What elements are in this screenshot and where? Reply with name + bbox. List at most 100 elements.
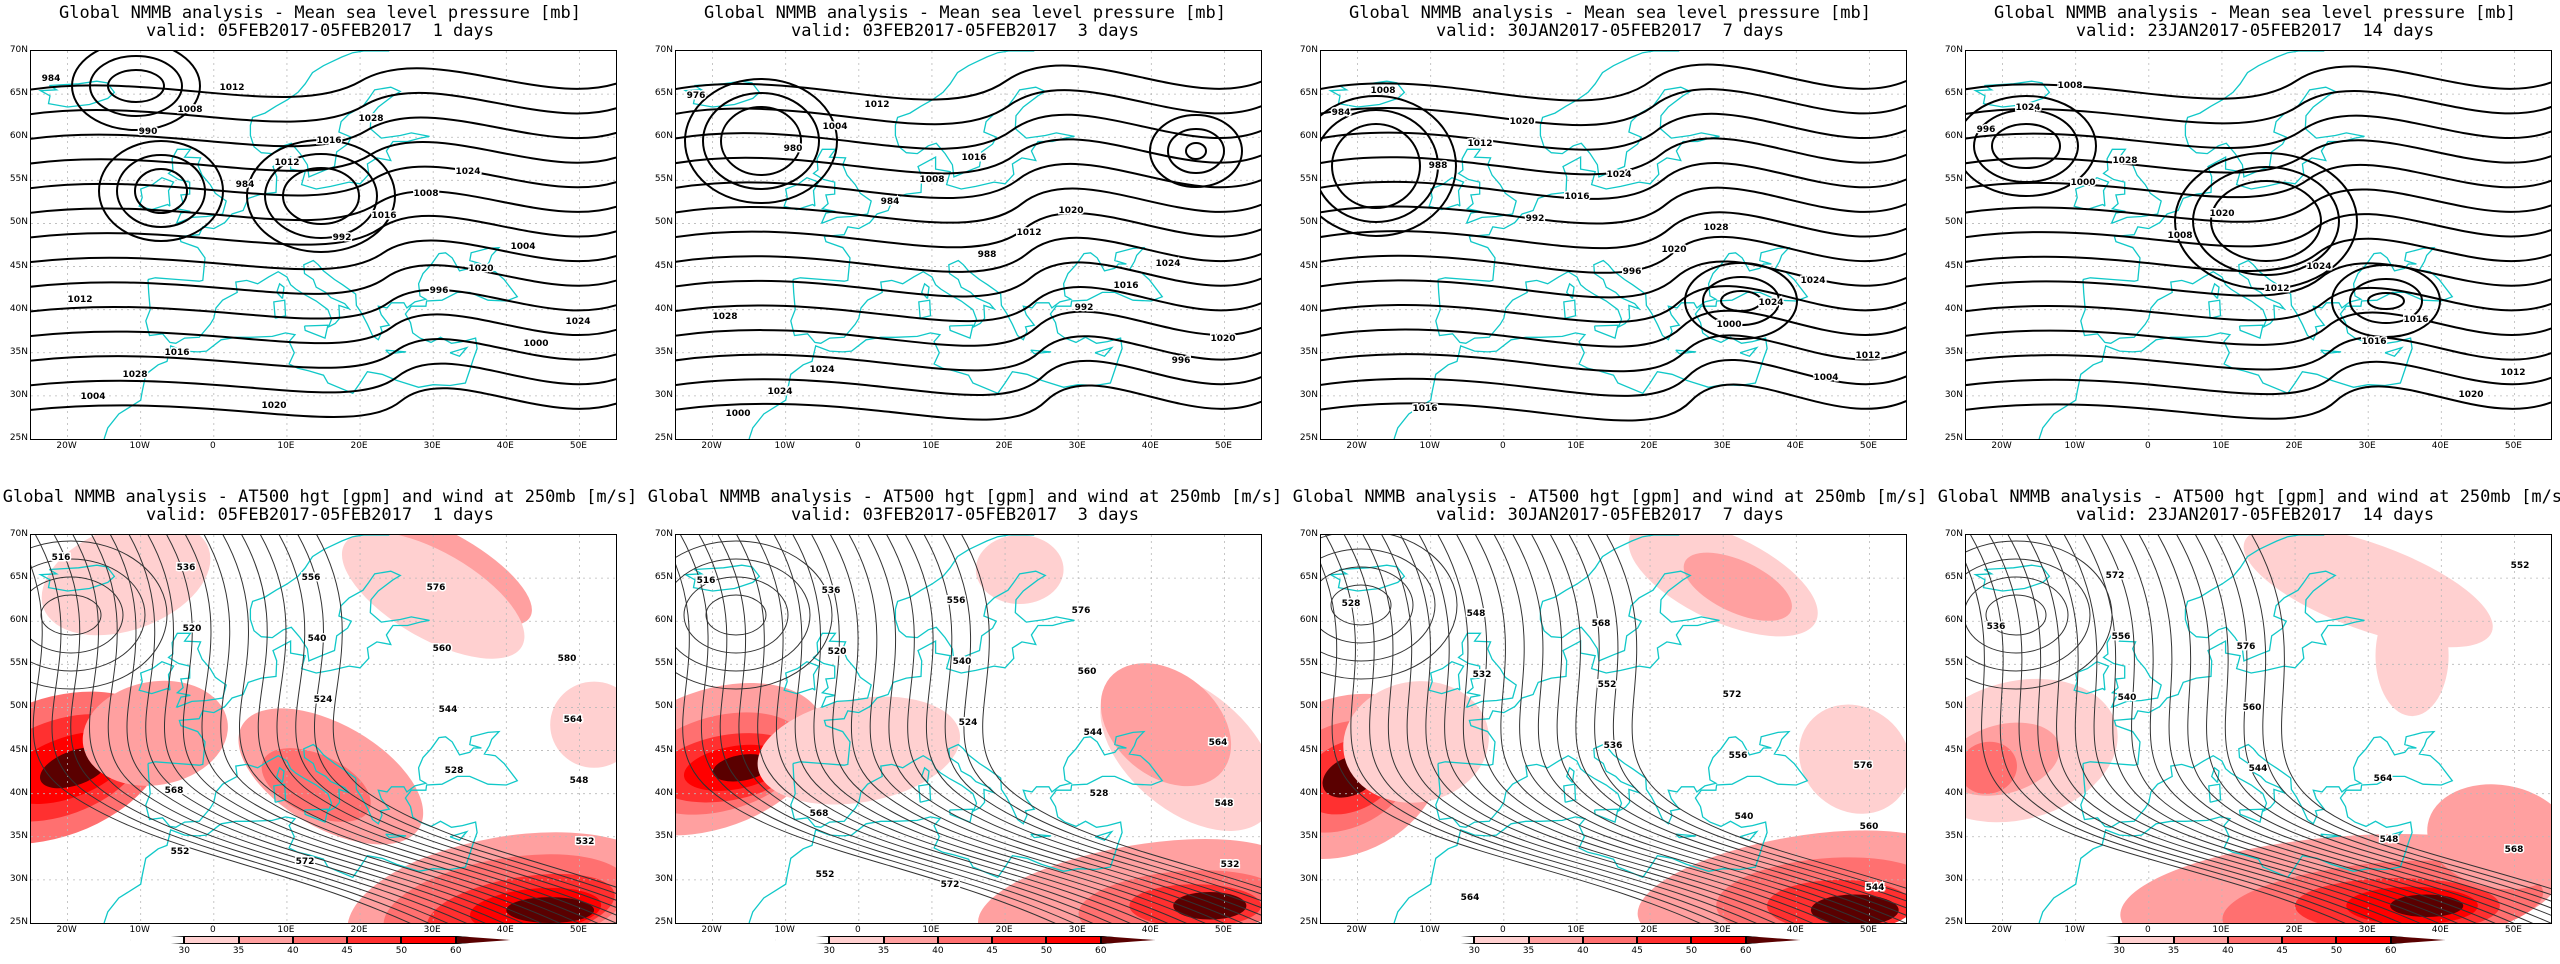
lat-tick-label: 55N: [1299, 658, 1318, 669]
height-contour: [72, 535, 468, 923]
lat-tick-label: 65N: [654, 88, 673, 99]
height-contour: [867, 535, 1261, 923]
contour-label: 1016: [2403, 315, 2428, 325]
mslp-panel: Global NMMB analysis - Mean sea level pr…: [1935, 0, 2560, 480]
height-contour: [297, 535, 616, 894]
contour-label: 1012: [219, 83, 244, 93]
height-contour: [829, 535, 1225, 923]
contour-label: 1028: [712, 312, 737, 322]
contour-label: 1024: [455, 167, 480, 177]
height-contour: [1988, 535, 2384, 923]
isobar-ring: [1720, 290, 1762, 312]
lon-tick-label: 40E: [1141, 925, 1159, 935]
lon-tick-label: 50E: [569, 441, 587, 451]
height-ring: [1985, 594, 2047, 636]
lon-tick-label: 0: [854, 925, 861, 935]
panel-subtitle: valid: 30JAN2017-05FEB2017 7 days: [1436, 21, 1784, 41]
lat-tick-label: 70N: [654, 529, 673, 539]
height-contour: [1568, 535, 1906, 902]
wind-shading: [676, 535, 1261, 923]
contour-label: 564: [564, 715, 583, 725]
lat-tick-label: 40N: [654, 787, 673, 798]
height-contour: [1549, 535, 1906, 909]
isobar-line: [1321, 88, 1906, 127]
contour-label: 988: [978, 250, 997, 260]
contour-label: 1016: [371, 211, 396, 221]
isobar-line: [676, 310, 1261, 347]
contour-label: 536: [1987, 622, 2006, 632]
isobar-line: [1321, 285, 1906, 324]
z500-panel: Global NMMB analysis - AT500 hgt [gpm] a…: [645, 484, 1285, 964]
height-contour: [109, 535, 505, 923]
contour-label: 1024: [1758, 298, 1783, 308]
lat-tick-label: 30N: [654, 873, 673, 884]
height-contour: [961, 535, 1261, 889]
lon-tick-label: 50E: [2504, 441, 2522, 451]
isobar-ring: [282, 167, 360, 225]
coastline: [918, 299, 932, 319]
lon-tick-label: 30E: [1068, 441, 1086, 451]
coastline: [792, 535, 1075, 766]
coastline: [2210, 282, 2220, 299]
contour-label: 1016: [961, 153, 986, 163]
isobar-line: [676, 335, 1261, 372]
mslp-panel: Global NMMB analysis - Mean sea level pr…: [1290, 0, 1930, 480]
coastline: [2102, 632, 2162, 709]
coastline: [1563, 299, 1577, 319]
lat-tick-label: 60N: [9, 615, 28, 626]
lat-tick-label: 50N: [654, 701, 673, 712]
lat-tick-label: 35N: [1299, 830, 1318, 841]
contour-label: 524: [314, 695, 333, 705]
panel-title: Global NMMB analysis - Mean sea level pr…: [59, 3, 581, 23]
lat-tick-label: 30N: [654, 389, 673, 400]
height-contour: [259, 535, 616, 908]
colorbar-swatch: [238, 936, 293, 944]
coastline: [2320, 833, 2342, 839]
height-ring: [31, 576, 124, 654]
contour-label: 980: [784, 144, 803, 154]
wind-shading: [1966, 535, 2551, 923]
colorbar-tick: 45: [341, 946, 353, 956]
lon-tick-label: 30E: [2358, 925, 2376, 935]
height-contour: [203, 535, 599, 923]
panel-title: Global NMMB analysis - AT500 hgt [gpm] a…: [1292, 487, 1928, 507]
lat-tick-label: 60N: [1944, 615, 1963, 626]
lat-tick-label: 25N: [1944, 917, 1963, 927]
contour-label: 1016: [316, 136, 341, 146]
height-contour: [2063, 535, 2459, 923]
height-contour: [773, 535, 1169, 923]
height-contour: [90, 535, 486, 923]
height-contour: [315, 535, 616, 888]
coastline: [948, 324, 974, 339]
lat-tick-label: 70N: [9, 45, 28, 55]
lon-tick-label: 30E: [423, 925, 441, 935]
lat-tick-label: 50N: [9, 701, 28, 712]
isobar-line: [676, 384, 1261, 421]
contour-label: 520: [183, 624, 202, 634]
contour-label: 556: [1729, 751, 1748, 761]
colorbar-tick: 50: [1685, 946, 1698, 956]
contour-label: 536: [177, 563, 196, 573]
isobar-ring: [684, 78, 838, 204]
isobar-line: [676, 64, 1261, 101]
colorbar-swatch: [2065, 936, 2120, 944]
colorbar-tick: 60: [1739, 946, 1752, 956]
panel-subtitle: valid: 05FEB2017-05FEB2017 1 days: [146, 505, 494, 525]
isobar-line: [1966, 311, 2551, 346]
lat-tick-label: 35N: [654, 346, 673, 357]
lat-tick-label: 35N: [654, 830, 673, 841]
colorbar-tick: 40: [287, 946, 299, 956]
lon-tick-label: 0: [2144, 441, 2151, 451]
isobar-ring: [2210, 180, 2322, 262]
colorbar-swatch: [992, 936, 1047, 944]
contour-label: 992: [333, 233, 352, 243]
lat-tick-label: 55N: [9, 658, 28, 669]
colorbar-tick: 30: [1468, 946, 1480, 956]
isobar-line: [1966, 65, 2551, 100]
contour-label: 1016: [1564, 192, 1589, 202]
isobar-line: [1966, 385, 2551, 420]
contour-label: 1000: [2070, 178, 2095, 188]
contour-label: 568: [165, 786, 184, 796]
map-frame: 528 532 536 540 544 548 552 556 560 564 568 572 576: [1320, 534, 1907, 924]
lon-tick-label: 40E: [1786, 441, 1804, 451]
